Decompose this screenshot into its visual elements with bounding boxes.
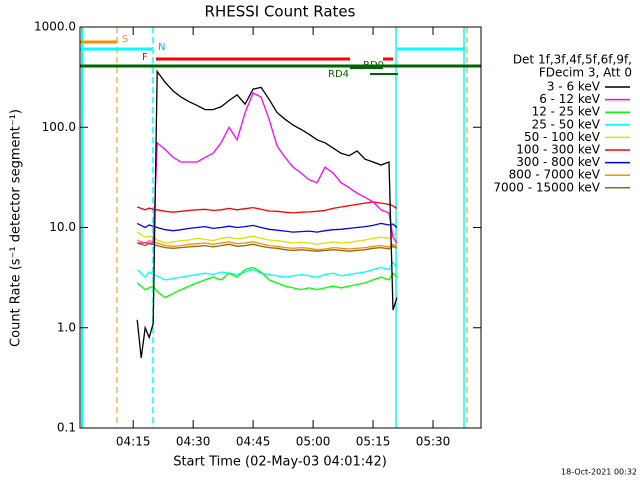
legend-label: 800 - 7000 keV [509, 168, 601, 182]
series-line [136, 239, 398, 251]
x-tick-label: 04:15 [116, 435, 151, 449]
y-axis-label: Count Rate (s⁻¹ detector segment⁻¹) [9, 109, 24, 347]
annotation-label: S [122, 34, 128, 45]
series-line [136, 266, 398, 299]
series-line [136, 201, 398, 214]
x-axis-label: Start Time (02-May-03 04:01:42) [173, 455, 387, 470]
legend-label: 6 - 12 keV [539, 92, 601, 106]
legend-label: 7000 - 15000 keV [493, 180, 600, 194]
legend-label: 100 - 300 keV [516, 143, 600, 157]
annotation-label: RD4 [328, 69, 349, 80]
x-tick-label: 05:30 [416, 435, 451, 449]
annotation-label: N [158, 42, 165, 53]
legend-label: 12 - 25 keV [532, 105, 601, 119]
series-line [136, 242, 398, 252]
series-line [136, 222, 398, 233]
series-line [136, 261, 398, 281]
series-line [137, 91, 398, 244]
timestamp: 18-Oct-2021 00:32 [561, 468, 637, 477]
annotations: S N F RD0 RD4 [80, 27, 481, 428]
series-line [136, 69, 398, 358]
legend-label: 3 - 6 keV [547, 80, 601, 94]
legend-label: 50 - 100 keV [524, 130, 601, 144]
annotation-label: F [142, 52, 148, 63]
legend-title: Det 1f,3f,4f,5f,6f,9f, [513, 53, 632, 67]
legend-label: 25 - 50 keV [532, 117, 601, 131]
chart-title: RHESSI Count Rates [205, 3, 356, 21]
x-tick-label: 04:45 [236, 435, 271, 449]
legend-title: FDecim 3, Att 0 [539, 66, 632, 80]
x-tick-label: 05:15 [356, 435, 391, 449]
x-tick-label: 04:30 [176, 435, 211, 449]
y-tick-label: 100.0 [42, 120, 76, 134]
y-tick-label: 10.0 [49, 220, 76, 234]
x-tick-label: 05:00 [296, 435, 331, 449]
y-tick-label: 0.1 [57, 421, 76, 435]
y-tick-label: 1000.0 [34, 20, 76, 34]
legend-label: 300 - 800 keV [516, 155, 600, 169]
annotation-label: RD0 [363, 60, 384, 71]
y-tick-label: 1.0 [57, 320, 76, 334]
series-line [136, 231, 398, 245]
